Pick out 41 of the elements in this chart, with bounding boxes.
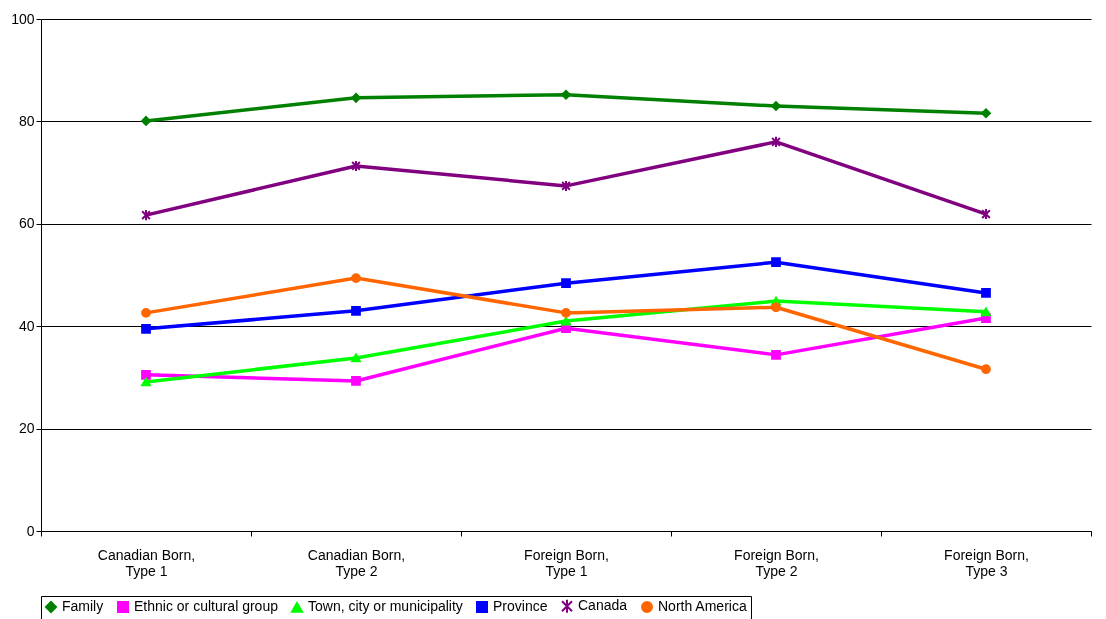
point <box>141 308 151 318</box>
point <box>351 353 361 363</box>
point <box>351 305 361 316</box>
point <box>981 307 991 317</box>
point <box>561 308 571 318</box>
point <box>981 288 991 298</box>
legend-label: Canada <box>578 597 628 614</box>
legend-label: Ethnic or cultural group <box>134 598 279 614</box>
legend-label: Province <box>493 598 548 614</box>
x-tick-label: Foreign Born, Type 2 <box>734 546 819 579</box>
y-tick-label: 40 <box>18 317 35 334</box>
point <box>141 377 151 387</box>
point <box>561 278 571 289</box>
point <box>561 316 571 326</box>
y-tick-label: 20 <box>18 420 35 437</box>
point <box>351 92 361 103</box>
x-tick-label: Foreign Born, Type 1 <box>524 546 609 579</box>
point <box>981 108 991 119</box>
y-tick-label: 0 <box>26 522 35 539</box>
y-tick-label: 80 <box>18 112 35 129</box>
point <box>141 323 151 334</box>
point <box>141 209 151 222</box>
point <box>981 364 991 375</box>
point <box>771 350 781 360</box>
point <box>771 257 781 268</box>
y-tick-label: 60 <box>18 215 35 232</box>
point <box>771 135 781 148</box>
legend-label: Family <box>62 598 104 614</box>
point <box>561 89 571 100</box>
legend-label: Town, city or municipality <box>308 598 463 615</box>
point <box>141 369 151 380</box>
y-tick-label: 100 <box>11 10 35 27</box>
point <box>351 376 361 386</box>
point <box>771 302 781 313</box>
point <box>141 116 151 126</box>
x-tick-label: Foreign Born, Type 3 <box>944 546 1029 579</box>
point <box>351 273 361 283</box>
x-tick-label: Canadian Born, Type 2 <box>307 546 406 579</box>
legend-label: North America <box>658 598 747 614</box>
point <box>771 101 781 111</box>
x-tick-label: Canadian Born, Type 1 <box>97 546 196 579</box>
